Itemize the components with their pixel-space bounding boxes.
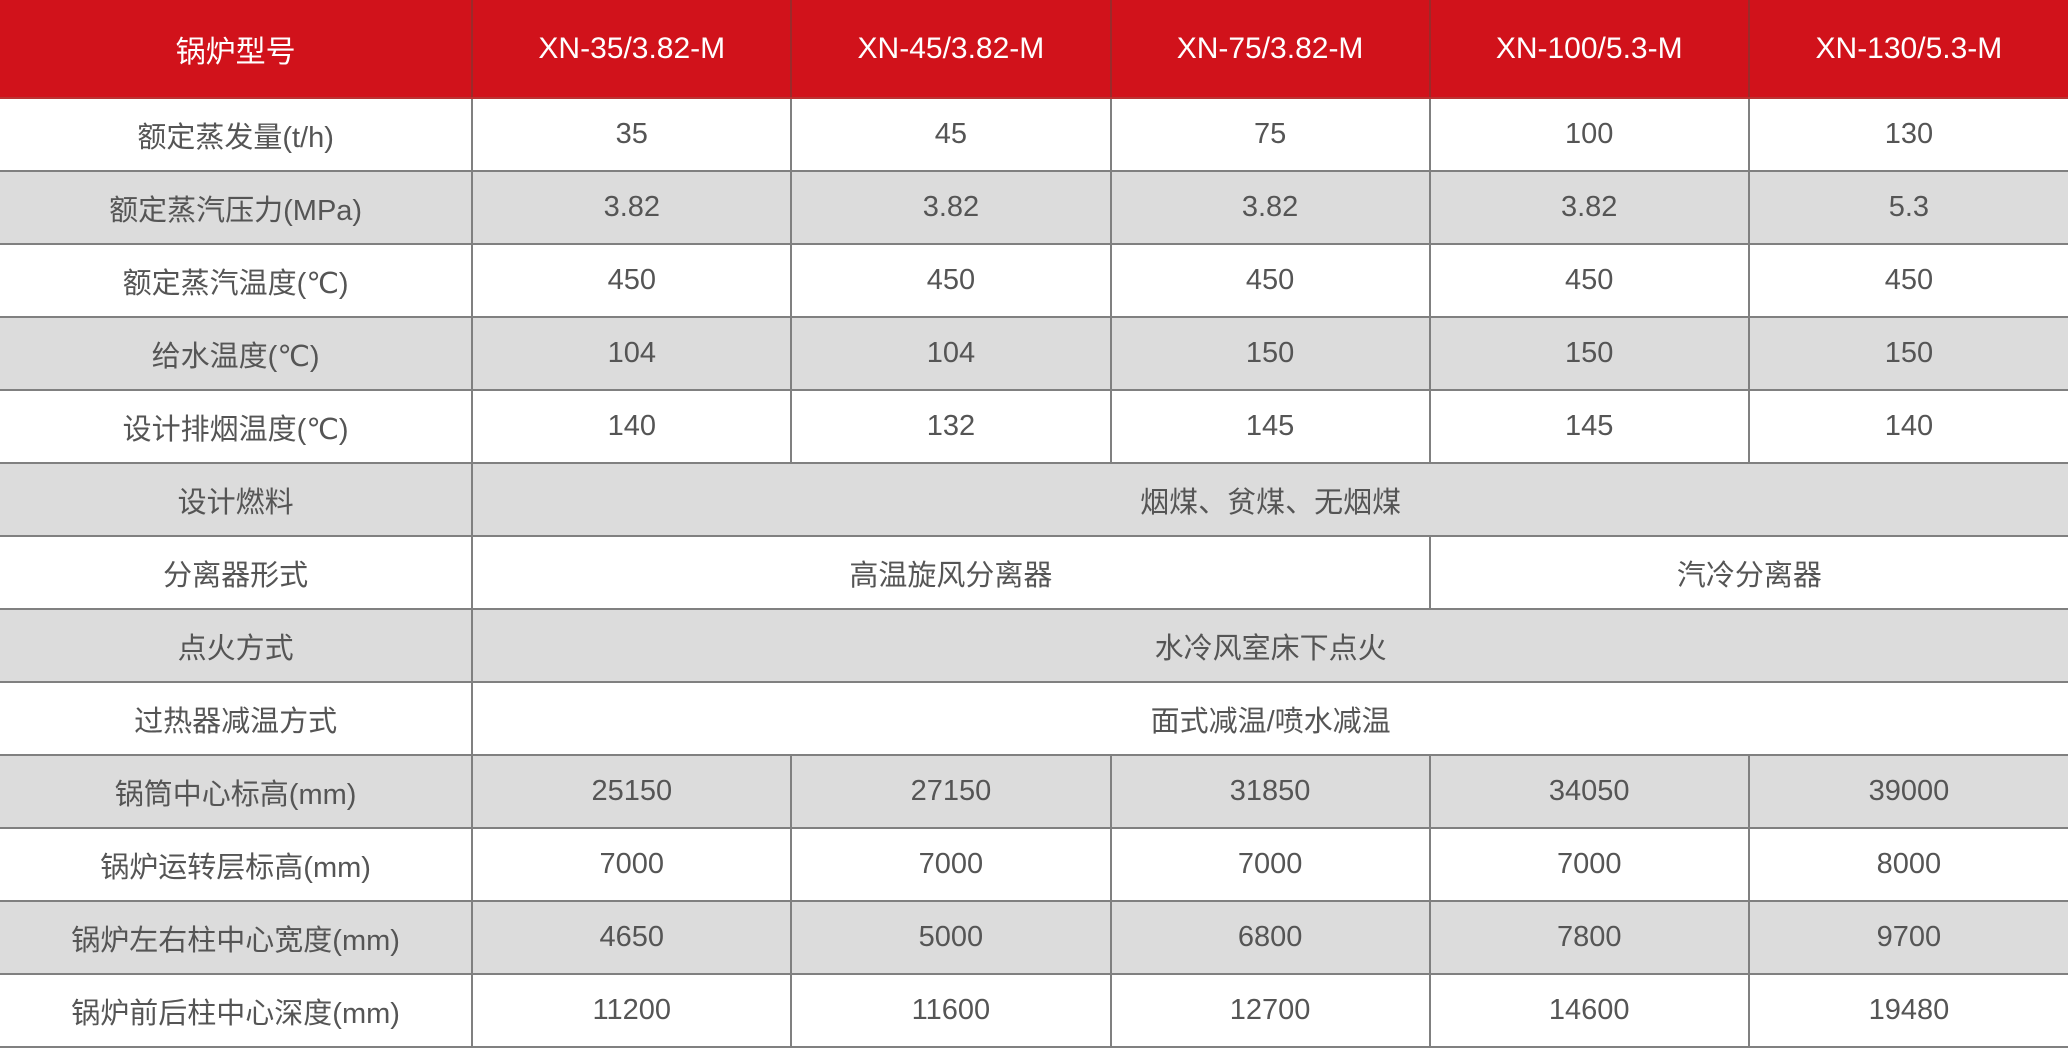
row-label: 设计燃料: [0, 463, 474, 537]
cell-value: 7000: [471, 828, 793, 902]
cell-value: 5000: [790, 901, 1112, 975]
table-row: 额定蒸汽温度(℃) 450 450 450 450 450: [0, 244, 2068, 318]
fuel-value: 烟煤、贫煤、无烟煤: [471, 463, 2068, 537]
cell-value: 8000: [1747, 828, 2068, 902]
cell-value: 35: [471, 98, 793, 172]
table-row: 设计排烟温度(℃) 140 132 145 145 140: [0, 390, 2068, 464]
header-row: 锅炉型号 XN-35/3.82-M XN-45/3.82-M XN-75/3.8…: [0, 0, 2068, 99]
table-row-desuperheat: 过热器减温方式 面式减温/喷水减温: [0, 682, 2068, 756]
row-label: 额定蒸汽压力(MPa): [0, 171, 474, 245]
separator-value-b: 汽冷分离器: [1428, 536, 2068, 610]
row-label: 额定蒸发量(t/h): [0, 98, 474, 172]
cell-value: 11200: [471, 974, 793, 1048]
cell-value: 4650: [471, 901, 793, 975]
row-label: 给水温度(℃): [0, 317, 474, 391]
header-model: XN-130/5.3-M: [1748, 0, 2068, 99]
desuperheat-value: 面式减温/喷水减温: [471, 682, 2068, 756]
cell-value: 25150: [471, 755, 793, 829]
cell-value: 3.82: [471, 171, 793, 245]
cell-value: 12700: [1109, 974, 1431, 1048]
cell-value: 31850: [1109, 755, 1431, 829]
header-model: XN-75/3.82-M: [1110, 0, 1431, 99]
cell-value: 140: [1747, 390, 2068, 464]
cell-value: 6800: [1109, 901, 1431, 975]
cell-value: 75: [1109, 98, 1431, 172]
cell-value: 130: [1747, 98, 2068, 172]
cell-value: 450: [1747, 244, 2068, 318]
cell-value: 450: [1428, 244, 1750, 318]
row-label: 锅炉运转层标高(mm): [0, 828, 474, 902]
row-label: 锅炉前后柱中心深度(mm): [0, 974, 474, 1048]
cell-value: 19480: [1747, 974, 2068, 1048]
cell-value: 7000: [790, 828, 1112, 902]
cell-value: 3.82: [1109, 171, 1431, 245]
header-model: XN-35/3.82-M: [472, 0, 793, 99]
cell-value: 145: [1428, 390, 1750, 464]
cell-value: 7000: [1428, 828, 1750, 902]
table-row: 额定蒸发量(t/h) 35 45 75 100 130: [0, 98, 2068, 172]
cell-value: 100: [1428, 98, 1750, 172]
cell-value: 104: [471, 317, 793, 391]
table-row: 额定蒸汽压力(MPa) 3.82 3.82 3.82 3.82 5.3: [0, 171, 2068, 245]
cell-value: 27150: [790, 755, 1112, 829]
cell-value: 14600: [1428, 974, 1750, 1048]
cell-value: 3.82: [1428, 171, 1750, 245]
cell-value: 132: [790, 390, 1112, 464]
cell-value: 45: [790, 98, 1112, 172]
cell-value: 7800: [1428, 901, 1750, 975]
cell-value: 104: [790, 317, 1112, 391]
row-label: 点火方式: [0, 609, 474, 683]
header-model: XN-100/5.3-M: [1429, 0, 1750, 99]
table-row-ignition: 点火方式 水冷风室床下点火: [0, 609, 2068, 683]
cell-value: 145: [1109, 390, 1431, 464]
cell-value: 7000: [1109, 828, 1431, 902]
table-row-fuel: 设计燃料 烟煤、贫煤、无烟煤: [0, 463, 2068, 537]
cell-value: 450: [471, 244, 793, 318]
cell-value: 39000: [1747, 755, 2068, 829]
table-row: 锅筒中心标高(mm) 25150 27150 31850 34050 39000: [0, 755, 2068, 829]
cell-value: 9700: [1747, 901, 2068, 975]
cell-value: 150: [1428, 317, 1750, 391]
table-row: 锅炉前后柱中心深度(mm) 11200 11600 12700 14600 19480: [0, 974, 2068, 1048]
table-row: 锅炉左右柱中心宽度(mm) 4650 5000 6800 7800 9700: [0, 901, 2068, 975]
table-row: 锅炉运转层标高(mm) 7000 7000 7000 7000 8000: [0, 828, 2068, 902]
cell-value: 150: [1109, 317, 1431, 391]
row-label: 设计排烟温度(℃): [0, 390, 474, 464]
row-label: 过热器减温方式: [0, 682, 474, 756]
cell-value: 11600: [790, 974, 1112, 1048]
cell-value: 5.3: [1747, 171, 2068, 245]
row-label: 额定蒸汽温度(℃): [0, 244, 474, 318]
header-model: XN-45/3.82-M: [791, 0, 1112, 99]
cell-value: 3.82: [790, 171, 1112, 245]
separator-value-a: 高温旋风分离器: [471, 536, 1431, 610]
cell-value: 34050: [1428, 755, 1750, 829]
row-label: 锅筒中心标高(mm): [0, 755, 474, 829]
cell-value: 450: [790, 244, 1112, 318]
cell-value: 450: [1109, 244, 1431, 318]
cell-value: 150: [1747, 317, 2068, 391]
cell-value: 140: [471, 390, 793, 464]
table-row-separator: 分离器形式 高温旋风分离器 汽冷分离器: [0, 536, 2068, 610]
header-label: 锅炉型号: [0, 0, 474, 99]
table-row: 给水温度(℃) 104 104 150 150 150: [0, 317, 2068, 391]
ignition-value: 水冷风室床下点火: [471, 609, 2068, 683]
row-label: 分离器形式: [0, 536, 474, 610]
row-label: 锅炉左右柱中心宽度(mm): [0, 901, 474, 975]
